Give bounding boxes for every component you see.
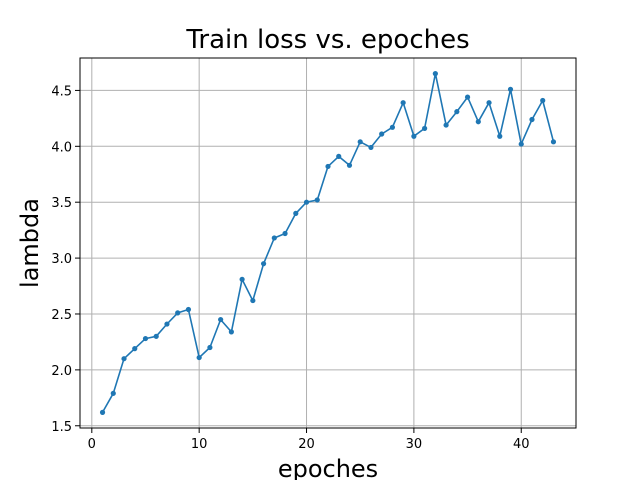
y-tick-label: 4.0 <box>51 140 72 155</box>
data-point <box>529 116 535 123</box>
data-point <box>314 197 320 203</box>
data-point <box>389 124 396 130</box>
data-point <box>497 133 503 139</box>
data-point <box>142 335 149 342</box>
chart-title: Train loss vs. epoches <box>185 25 469 55</box>
data-point <box>422 125 428 132</box>
data-point <box>303 199 310 205</box>
data-point <box>550 139 557 145</box>
data-point <box>400 100 406 106</box>
series-points <box>99 71 557 415</box>
data-point <box>271 235 277 241</box>
data-point <box>507 86 514 92</box>
y-tick-label: 1.5 <box>51 420 72 435</box>
data-point <box>432 71 438 77</box>
y-axis-label: lambda <box>16 198 44 288</box>
data-point <box>153 333 159 339</box>
data-point <box>518 141 524 147</box>
x-axis-label: epoches <box>278 455 378 480</box>
x-tick-label: 30 <box>406 437 423 452</box>
data-point <box>175 310 181 316</box>
x-tick-label: 20 <box>298 437 315 452</box>
data-point <box>196 354 202 361</box>
data-point <box>110 390 116 396</box>
x-tick-label: 10 <box>191 437 208 452</box>
data-point <box>121 356 127 362</box>
data-point <box>486 100 492 106</box>
data-point <box>475 119 481 125</box>
data-point <box>250 297 256 304</box>
y-tick-label: 3.5 <box>51 196 72 211</box>
series-line-group <box>101 72 555 413</box>
data-point <box>218 316 224 323</box>
data-point <box>282 230 288 237</box>
data-point <box>239 276 245 282</box>
data-point <box>132 346 138 352</box>
y-tick-label: 4.5 <box>51 84 72 99</box>
data-point <box>464 94 471 100</box>
x-axis-ticks: 0 10 20 30 40 <box>88 428 530 452</box>
data-point <box>185 306 192 313</box>
data-point <box>99 409 106 415</box>
data-point <box>411 133 417 139</box>
data-point <box>228 329 234 335</box>
y-axis-ticks: 1.5 2.0 2.5 3.0 3.5 4.0 4.5 <box>51 84 80 435</box>
series-line <box>101 72 555 413</box>
y-tick-label: 3.0 <box>51 252 72 267</box>
data-point <box>368 144 374 151</box>
plot-frame <box>79 57 577 429</box>
data-point <box>207 344 213 351</box>
y-tick-label: 2.5 <box>51 308 72 323</box>
y-tick-label: 2.0 <box>51 364 72 379</box>
data-point <box>379 131 385 137</box>
data-point <box>454 109 460 115</box>
data-point <box>164 321 170 327</box>
data-point <box>357 139 363 145</box>
data-point <box>293 210 299 216</box>
data-point <box>540 97 546 104</box>
grid-lines <box>80 58 576 428</box>
x-tick-label: 40 <box>513 437 530 452</box>
data-point <box>260 261 267 267</box>
data-point <box>443 122 449 128</box>
data-point <box>336 153 342 159</box>
data-point <box>325 163 331 170</box>
data-point <box>346 162 353 168</box>
x-tick-label: 0 <box>88 437 96 452</box>
